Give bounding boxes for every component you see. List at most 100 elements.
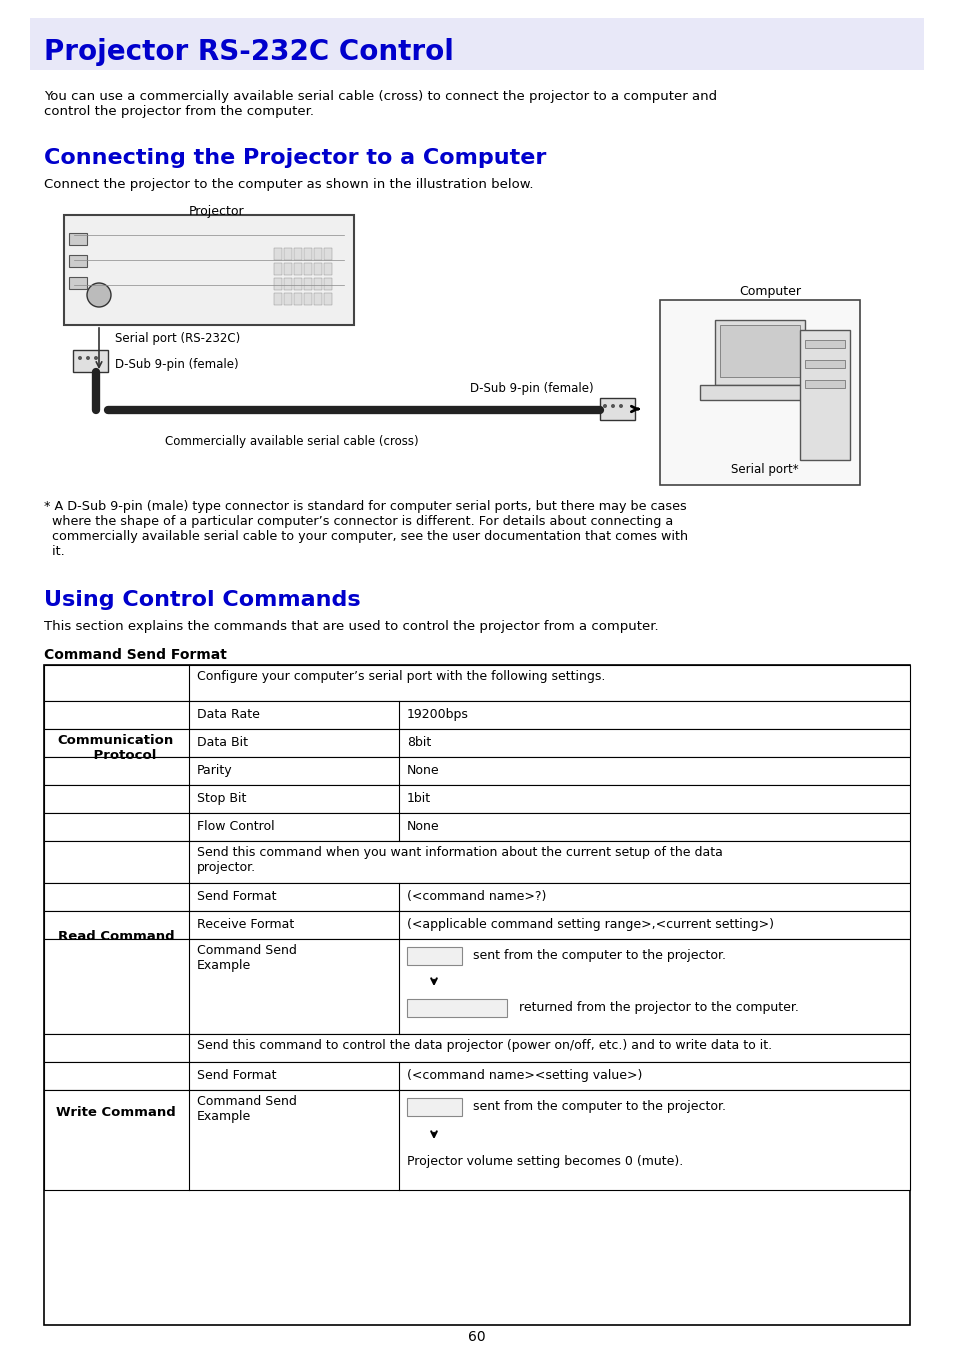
Bar [314,293,322,306]
Text: Communication
    Protocol: Communication Protocol [58,734,174,763]
Text: VOL0: VOL0 [411,1101,444,1113]
Text: None: None [407,821,439,833]
Bar [44,757,909,786]
Text: Command Send
Example: Command Send Example [196,1095,296,1124]
Text: 60: 60 [468,1330,485,1344]
Circle shape [87,283,111,307]
Text: Receive Format: Receive Format [196,918,294,932]
Bar [274,293,282,306]
Bar [314,279,322,289]
Bar [714,320,804,385]
Text: None: None [407,764,439,777]
Bar [804,339,844,347]
Text: Read Command: Read Command [57,930,174,944]
Bar [44,813,909,841]
Bar [44,940,909,1034]
Bar [314,247,322,260]
Bar [407,1098,461,1115]
Text: Using Control Commands: Using Control Commands [44,589,360,610]
Bar [407,999,506,1017]
Bar [284,264,292,274]
Text: Configure your computer’s serial port with the following settings.: Configure your computer’s serial port wi… [196,671,605,683]
Bar [44,883,909,911]
Text: Serial port*: Serial port* [730,462,798,476]
Bar [44,911,909,940]
Text: (<applicable command setting range>,<current setting>): (<applicable command setting range>,<cur… [407,918,773,932]
Bar [599,397,635,420]
Bar [804,380,844,388]
Circle shape [86,356,90,360]
Text: VOL?: VOL? [411,949,442,963]
Bar [64,215,354,324]
Bar [30,18,923,70]
Text: Command Send
Example: Command Send Example [196,944,296,972]
Bar [44,786,909,813]
Bar [294,247,302,260]
Bar [284,247,292,260]
Bar [800,330,849,460]
Bar [274,264,282,274]
Text: Send Format: Send Format [196,890,276,903]
Text: 19200bps: 19200bps [407,708,468,721]
Bar [304,247,312,260]
Text: Projector volume setting becomes 0 (mute).: Projector volume setting becomes 0 (mute… [407,1155,682,1168]
Text: Command Send Format: Command Send Format [44,648,227,662]
Text: sent from the computer to the projector.: sent from the computer to the projector. [469,949,725,963]
Bar [304,293,312,306]
Bar [324,247,332,260]
Bar [69,256,87,266]
Text: sent from the computer to the projector.: sent from the computer to the projector. [469,1101,725,1113]
Text: Send this command when you want information about the current setup of the data
: Send this command when you want informat… [196,846,722,873]
Text: Parity: Parity [196,764,233,777]
Circle shape [618,404,622,408]
Text: Connect the projector to the computer as shown in the illustration below.: Connect the projector to the computer as… [44,178,533,191]
Bar [44,665,909,1325]
Bar [294,279,302,289]
Bar [324,293,332,306]
Bar [804,360,844,368]
Text: D-Sub 9-pin (female): D-Sub 9-pin (female) [115,358,238,370]
Text: This section explains the commands that are used to control the projector from a: This section explains the commands that … [44,621,658,633]
Bar [284,279,292,289]
Text: Data Rate: Data Rate [196,708,259,721]
Text: D-Sub 9-pin (female): D-Sub 9-pin (female) [470,383,593,395]
Text: (<command name><setting value>): (<command name><setting value>) [407,1069,641,1082]
Bar [304,279,312,289]
Text: 1bit: 1bit [407,792,431,804]
Bar [314,264,322,274]
Bar [274,279,282,289]
Bar [304,264,312,274]
Text: Serial port (RS-232C): Serial port (RS-232C) [115,333,240,345]
Text: Connecting the Projector to a Computer: Connecting the Projector to a Computer [44,147,546,168]
Text: Projector RS-232C Control: Projector RS-232C Control [44,38,454,66]
Text: Commercially available serial cable (cross): Commercially available serial cable (cro… [165,435,418,448]
Bar [720,324,800,377]
Text: You can use a commercially available serial cable (cross) to connect the project: You can use a commercially available ser… [44,91,717,118]
Bar [284,293,292,306]
Bar [700,385,809,400]
Circle shape [602,404,606,408]
Bar [274,247,282,260]
Text: 0-50,35: 0-50,35 [411,1000,456,1014]
Bar [44,841,909,883]
Bar [69,277,87,289]
Text: Projector: Projector [189,206,244,218]
Bar [44,729,909,757]
Text: Data Bit: Data Bit [196,735,248,749]
Bar [44,665,909,700]
Circle shape [94,356,98,360]
Text: Write Command: Write Command [56,1106,175,1118]
Bar [44,1034,909,1063]
Text: Send Format: Send Format [196,1069,276,1082]
Bar [324,279,332,289]
Text: 8bit: 8bit [407,735,431,749]
Text: returned from the projector to the computer.: returned from the projector to the compu… [515,1000,798,1014]
Bar [659,300,859,485]
Text: Stop Bit: Stop Bit [196,792,246,804]
Bar [44,1090,909,1190]
Bar [69,233,87,245]
Bar [324,264,332,274]
Text: (<command name>?): (<command name>?) [407,890,546,903]
Text: Computer: Computer [739,285,801,297]
Bar [44,1063,909,1090]
